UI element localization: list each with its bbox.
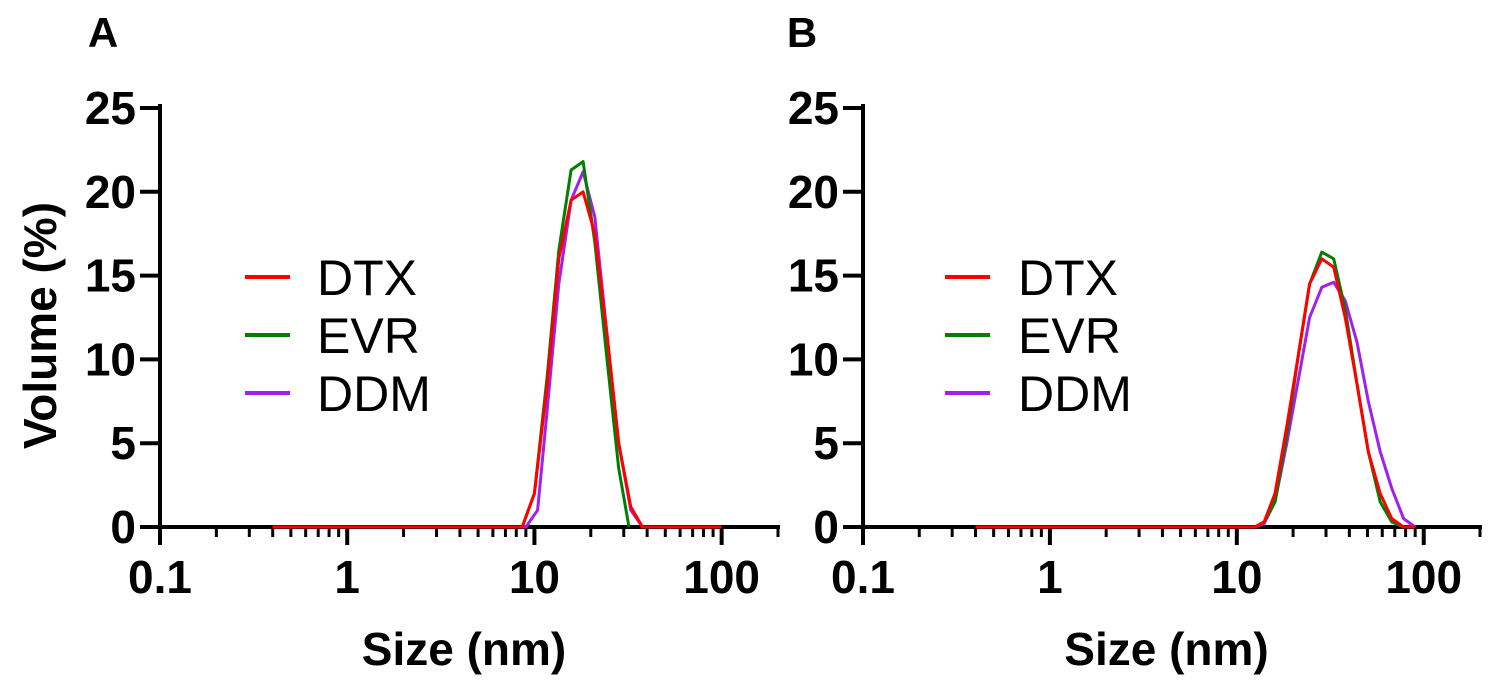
x-tick-label: 1 xyxy=(1037,551,1063,603)
chart-panel-a: A 0 5 10 15 20 25 0.1 1 10 100 Size (nm) Volume (%) D… xyxy=(14,9,780,675)
x-tick-label: 1 xyxy=(334,551,360,603)
y-tick-label: 25 xyxy=(788,82,839,134)
y-tick-label: 10 xyxy=(788,333,839,385)
x-axis-title: Size (nm) xyxy=(1064,623,1268,675)
y-tick-label: 5 xyxy=(110,417,136,469)
legend-label-evr: EVR xyxy=(317,308,420,364)
y-tick-label: 0 xyxy=(110,501,136,553)
y-tick-label: 20 xyxy=(85,166,136,218)
series-line-dtx xyxy=(975,257,1416,529)
series-line-dtx xyxy=(272,190,722,529)
x-tick-label: 100 xyxy=(683,551,760,603)
y-tick-label: 15 xyxy=(85,250,136,302)
y-tick-label: 25 xyxy=(85,82,136,134)
x-tick-label: 100 xyxy=(1385,551,1462,603)
y-tick-label: 10 xyxy=(85,333,136,385)
x-axis-title: Size (nm) xyxy=(362,623,566,675)
x-tick-label: 10 xyxy=(509,551,560,603)
legend-label-ddm: DDM xyxy=(317,366,431,422)
x-tick-label: 0.1 xyxy=(831,551,895,603)
x-tick-label: 10 xyxy=(1211,551,1262,603)
y-axis-title: Volume (%) xyxy=(14,202,66,449)
legend-label-evr: EVR xyxy=(1018,308,1121,364)
panel-label: B xyxy=(787,9,817,56)
y-tick-label: 20 xyxy=(788,166,839,218)
legend-label-ddm: DDM xyxy=(1018,366,1132,422)
legend-label-dtx: DTX xyxy=(317,250,417,306)
y-tick-label: 5 xyxy=(813,417,839,469)
legend-label-dtx: DTX xyxy=(1018,250,1118,306)
y-tick-label: 0 xyxy=(813,501,839,553)
x-tick-label: 0.1 xyxy=(128,551,192,603)
y-tick-label: 15 xyxy=(788,250,839,302)
panel-label: A xyxy=(88,9,118,56)
